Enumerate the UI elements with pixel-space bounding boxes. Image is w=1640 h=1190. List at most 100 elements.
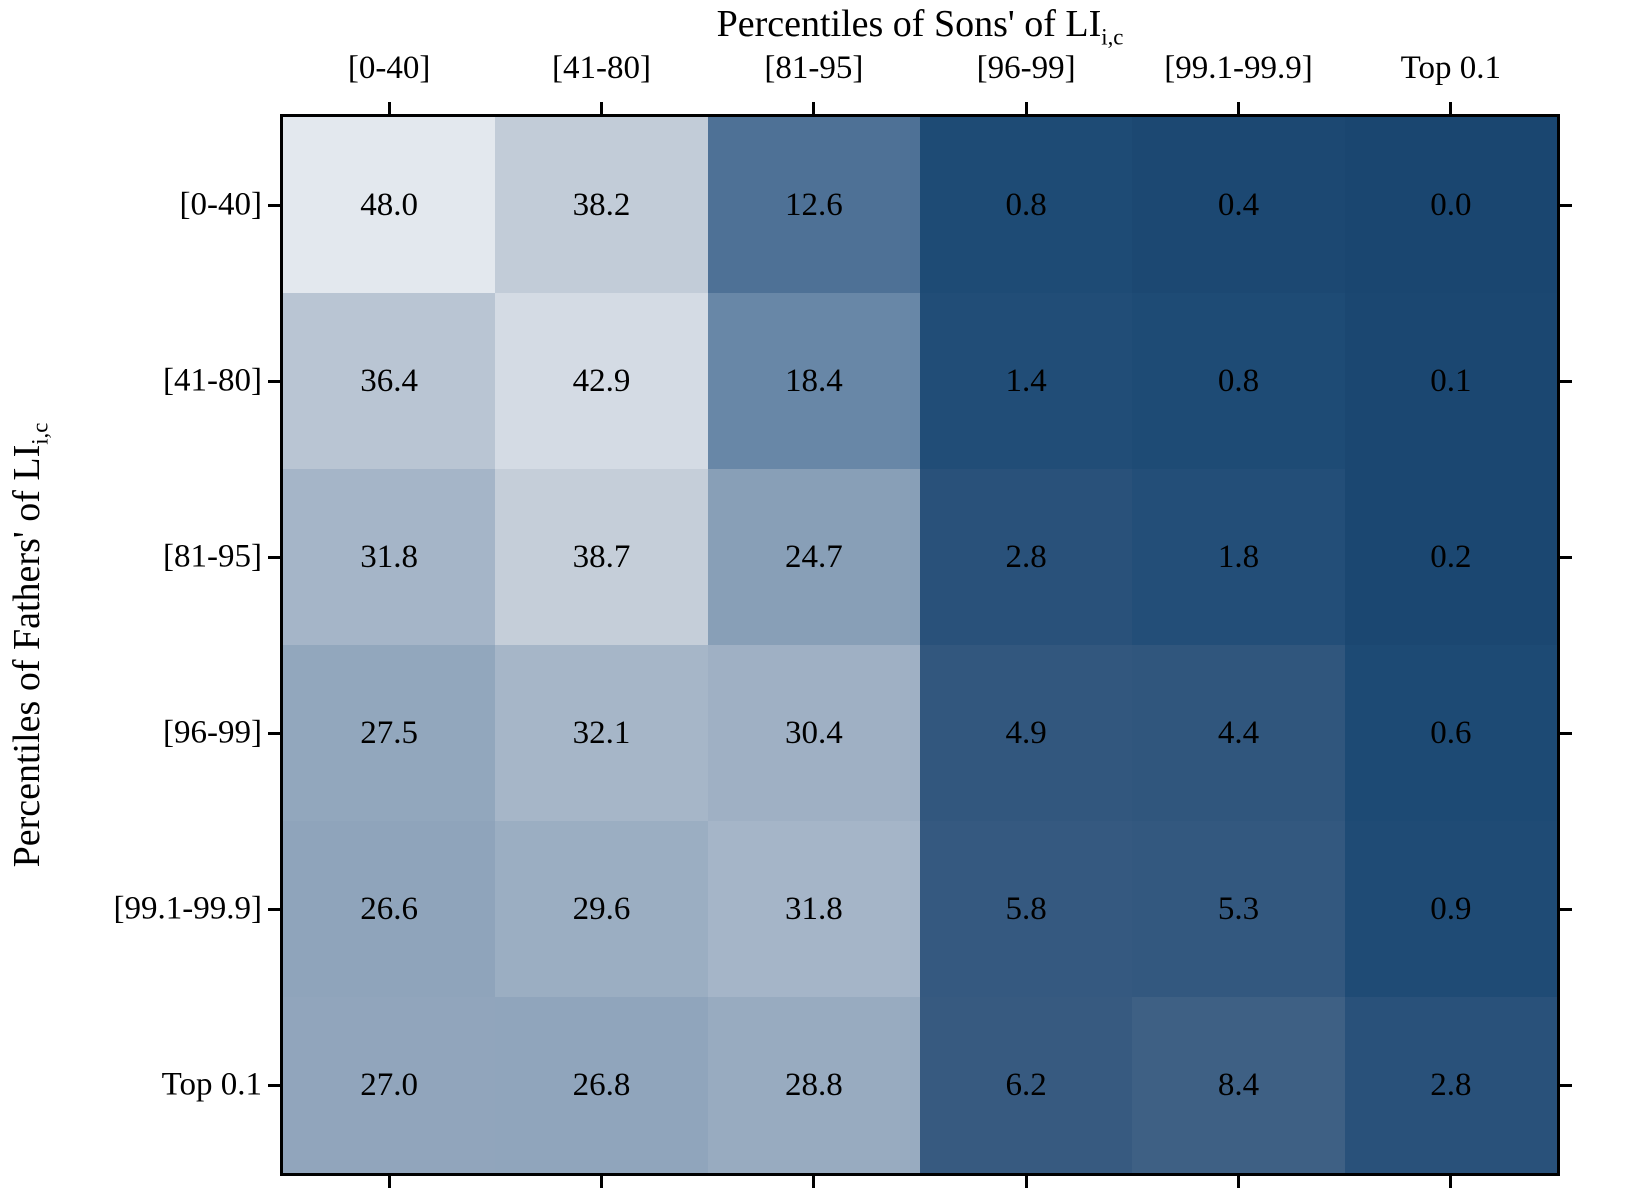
cell-value: 6.2 bbox=[1005, 1066, 1047, 1103]
heatmap-cell: 5.3 bbox=[1132, 821, 1345, 997]
cell-value: 2.8 bbox=[1430, 1066, 1472, 1103]
tick-mark bbox=[812, 1173, 816, 1188]
tick-mark bbox=[268, 555, 283, 559]
cell-value: 5.8 bbox=[1005, 890, 1047, 927]
heatmap-cell: 2.8 bbox=[1344, 997, 1557, 1173]
heatmap-cell: 8.4 bbox=[1132, 997, 1345, 1173]
heatmap-cell: 26.8 bbox=[495, 997, 708, 1173]
y-axis-title-subscript: i,c bbox=[27, 422, 53, 445]
heatmap-cell: 0.8 bbox=[919, 117, 1133, 293]
cell-value: 1.8 bbox=[1217, 538, 1260, 575]
cell-value: 8.4 bbox=[1217, 1066, 1260, 1103]
heatmap-cell: 0.9 bbox=[1344, 821, 1557, 997]
heatmap-cell: 12.6 bbox=[707, 117, 920, 293]
heatmap-cell: 24.7 bbox=[707, 469, 920, 645]
y-tick-label: [99.1-99.9] bbox=[113, 890, 262, 927]
x-axis-title-text: Percentiles of Sons' of LI bbox=[716, 3, 1102, 45]
tick-mark bbox=[1237, 102, 1240, 117]
heatmap-cell: 28.8 bbox=[707, 997, 920, 1173]
tick-mark bbox=[387, 102, 391, 117]
cell-value: 38.7 bbox=[572, 538, 631, 575]
heatmap-cell: 48.0 bbox=[283, 117, 496, 293]
heatmap-cell: 27.0 bbox=[283, 997, 496, 1173]
cell-value: 2.8 bbox=[1005, 538, 1047, 575]
cell-value: 0.4 bbox=[1217, 186, 1260, 223]
heatmap-cell: 38.2 bbox=[495, 117, 708, 293]
cell-value: 0.8 bbox=[1005, 186, 1047, 223]
cell-value: 36.4 bbox=[360, 362, 419, 399]
heatmap-cell: 31.8 bbox=[707, 821, 920, 997]
x-tick-label: [96-99] bbox=[976, 50, 1076, 86]
y-axis-title: Percentiles of Fathers' of LIi,c bbox=[5, 423, 53, 868]
heatmap-grid: 48.0 38.2 12.6 0.8 0.4 0.0 36.4 42.9 18.4 1.4 0.8 0… bbox=[283, 117, 1557, 1173]
cell-value: 0.8 bbox=[1217, 362, 1260, 399]
cell-value: 28.8 bbox=[784, 1066, 843, 1103]
heatmap-cell: 0.4 bbox=[1132, 117, 1345, 293]
cell-value: 30.4 bbox=[784, 714, 843, 751]
tick-mark bbox=[600, 1173, 603, 1188]
heatmap-cell: 42.9 bbox=[495, 293, 708, 469]
heatmap-cell: 27.5 bbox=[283, 645, 496, 821]
cell-value: 26.8 bbox=[572, 1066, 631, 1103]
cell-value: 4.9 bbox=[1005, 714, 1047, 751]
cell-value: 31.8 bbox=[784, 890, 843, 927]
x-tick-label: [41-80] bbox=[552, 50, 651, 86]
cell-value: 18.4 bbox=[784, 362, 843, 399]
tick-mark bbox=[268, 1083, 283, 1087]
cell-value: 38.2 bbox=[572, 186, 631, 223]
heatmap-cell: 26.6 bbox=[283, 821, 496, 997]
cell-value: 0.2 bbox=[1430, 538, 1472, 575]
tick-mark bbox=[1557, 907, 1572, 911]
tick-mark bbox=[268, 203, 283, 207]
plot-frame: 48.0 38.2 12.6 0.8 0.4 0.0 36.4 42.9 18.4 1.4 0.8 0… bbox=[280, 114, 1560, 1176]
heatmap-cell: 32.1 bbox=[495, 645, 708, 821]
y-tick-label: [96-99] bbox=[163, 714, 262, 751]
heatmap-cell: 4.4 bbox=[1132, 645, 1345, 821]
cell-value: 31.8 bbox=[360, 538, 419, 575]
heatmap-cell: 29.6 bbox=[495, 821, 708, 997]
heatmap-cell: 31.8 bbox=[283, 469, 496, 645]
cell-value: 12.6 bbox=[784, 186, 843, 223]
y-tick-label: Top 0.1 bbox=[161, 1066, 262, 1103]
cell-value: 29.6 bbox=[572, 890, 631, 927]
tick-mark bbox=[268, 907, 283, 911]
cell-value: 0.9 bbox=[1430, 890, 1472, 927]
tick-mark bbox=[600, 102, 603, 117]
x-axis-title-subscript: i,c bbox=[1101, 24, 1124, 50]
cell-value: 0.0 bbox=[1430, 186, 1472, 223]
cell-value: 48.0 bbox=[360, 186, 419, 223]
tick-mark bbox=[387, 1173, 391, 1188]
tick-mark bbox=[268, 379, 283, 383]
tick-mark bbox=[1557, 203, 1572, 207]
heatmap-cell: 6.2 bbox=[919, 997, 1133, 1173]
cell-value: 32.1 bbox=[572, 714, 631, 751]
heatmap-cell: 0.6 bbox=[1344, 645, 1557, 821]
cell-value: 42.9 bbox=[572, 362, 631, 399]
heatmap-cell: 0.2 bbox=[1344, 469, 1557, 645]
y-axis-title-text: Percentiles of Fathers' of LI bbox=[6, 444, 48, 868]
tick-mark bbox=[1557, 1083, 1572, 1087]
tick-mark bbox=[1557, 731, 1572, 735]
heatmap-cell: 18.4 bbox=[707, 293, 920, 469]
tick-mark bbox=[1449, 102, 1453, 117]
cell-value: 0.1 bbox=[1430, 362, 1472, 399]
x-tick-label: [0-40] bbox=[347, 50, 431, 86]
tick-mark bbox=[1557, 555, 1572, 559]
tick-mark bbox=[1024, 102, 1028, 117]
heatmap-cell: 2.8 bbox=[919, 469, 1133, 645]
cell-value: 4.4 bbox=[1217, 714, 1260, 751]
heatmap-cell: 38.7 bbox=[495, 469, 708, 645]
cell-value: 27.5 bbox=[360, 714, 419, 751]
y-tick-label: [0-40] bbox=[179, 186, 262, 223]
heatmap-cell: 0.8 bbox=[1132, 293, 1345, 469]
heatmap-cell: 1.4 bbox=[919, 293, 1133, 469]
tick-mark bbox=[1449, 1173, 1453, 1188]
heatmap-cell: 0.0 bbox=[1344, 117, 1557, 293]
tick-mark bbox=[1557, 379, 1572, 383]
cell-value: 24.7 bbox=[784, 538, 843, 575]
tick-mark bbox=[1237, 1173, 1240, 1188]
heatmap-cell: 4.9 bbox=[919, 645, 1133, 821]
y-tick-label: [81-95] bbox=[163, 538, 262, 575]
heatmap-cell: 0.1 bbox=[1344, 293, 1557, 469]
